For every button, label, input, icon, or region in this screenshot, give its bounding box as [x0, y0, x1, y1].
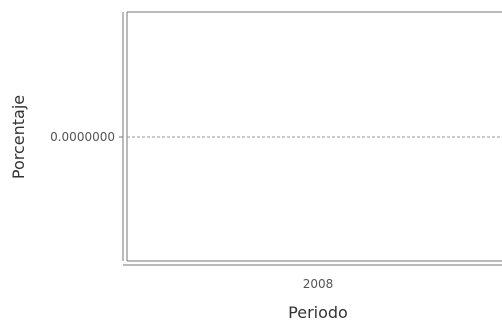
x-axis-title: Periodo	[288, 303, 348, 321]
y-tick-label: 0.0000000	[50, 130, 115, 144]
x-tick-label: 2008	[303, 277, 334, 291]
y-axis-title: Porcentaje	[9, 95, 28, 179]
